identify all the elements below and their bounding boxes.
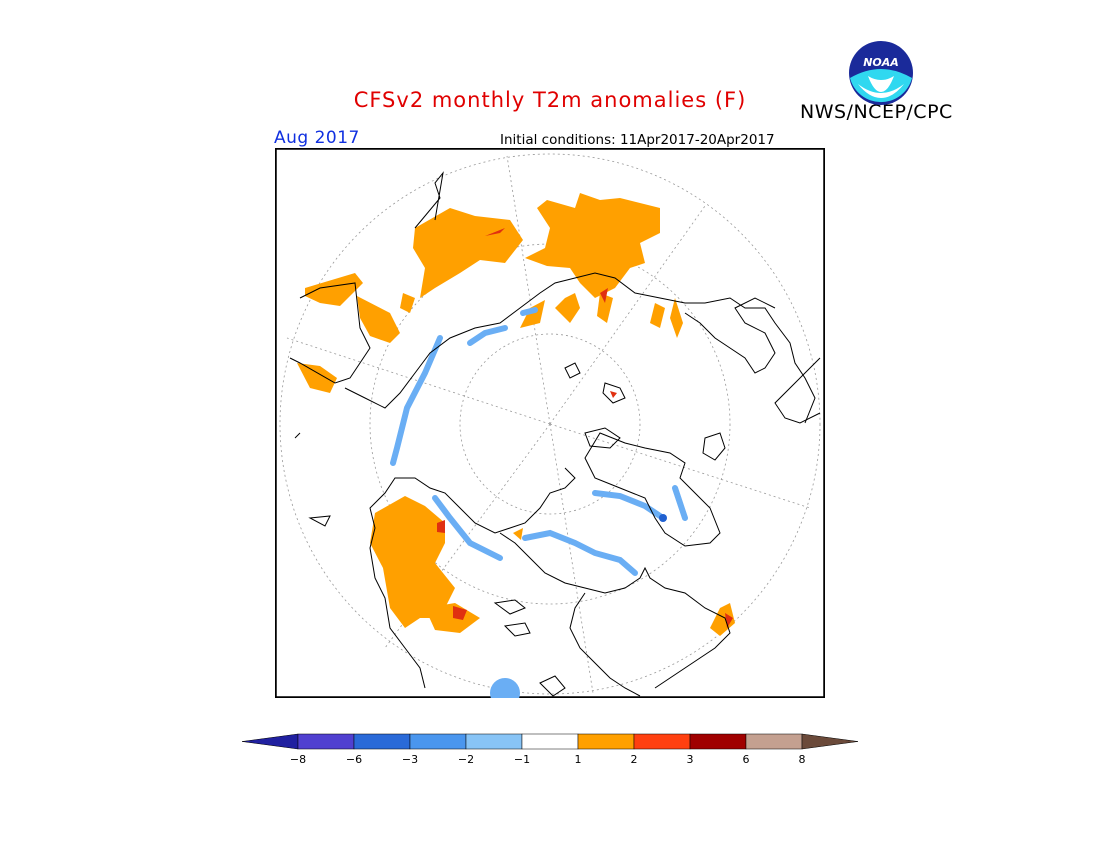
warm-anomaly-regions	[297, 193, 735, 636]
legend-swatch	[689, 733, 747, 750]
legend-tick-label: 2	[631, 753, 638, 766]
legend-tick-label: 1	[575, 753, 582, 766]
valid-date: Aug 2017	[274, 128, 360, 148]
legend-tick-label: −3	[402, 753, 418, 766]
legend-swatch	[465, 733, 523, 750]
legend-swatch	[409, 733, 467, 750]
polar-map	[275, 148, 825, 698]
legend-tick-label: 8	[799, 753, 806, 766]
logo-text: NOAA	[863, 56, 899, 69]
noaa-logo: NOAA	[849, 41, 913, 105]
legend-tick-label: −8	[290, 753, 306, 766]
legend-arrow-low	[241, 733, 299, 750]
chart-title: CFSv2 monthly T2m anomalies (F)	[353, 88, 747, 112]
legend-tick-label: 6	[743, 753, 750, 766]
cool-anomaly-bands	[390, 307, 688, 576]
legend-swatch	[353, 733, 411, 750]
initial-conditions: Initial conditions: 11Apr2017-20Apr2017	[500, 132, 775, 148]
legend-swatch	[297, 733, 355, 750]
legend-tick-label: −6	[346, 753, 362, 766]
coastlines	[289, 171, 821, 697]
legend-tick-label: −1	[514, 753, 530, 766]
legend-arrow-high	[801, 733, 859, 750]
color-legend-labels: −8 −6 −3 −2 −1 1 2 3 6 8	[290, 753, 806, 766]
legend-swatch	[633, 733, 691, 750]
legend-swatch	[745, 733, 803, 750]
strong-cool-spots	[490, 514, 667, 698]
legend-tick-label: 3	[687, 753, 694, 766]
color-legend-swatches	[241, 733, 859, 750]
legend-tick-label: −2	[458, 753, 474, 766]
agency-label: NWS/NCEP/CPC	[800, 101, 953, 123]
legend-swatch	[577, 733, 635, 750]
legend-swatch	[521, 733, 579, 750]
color-legend: −8 −6 −3 −2 −1 1 2 3 6 8	[241, 733, 859, 766]
